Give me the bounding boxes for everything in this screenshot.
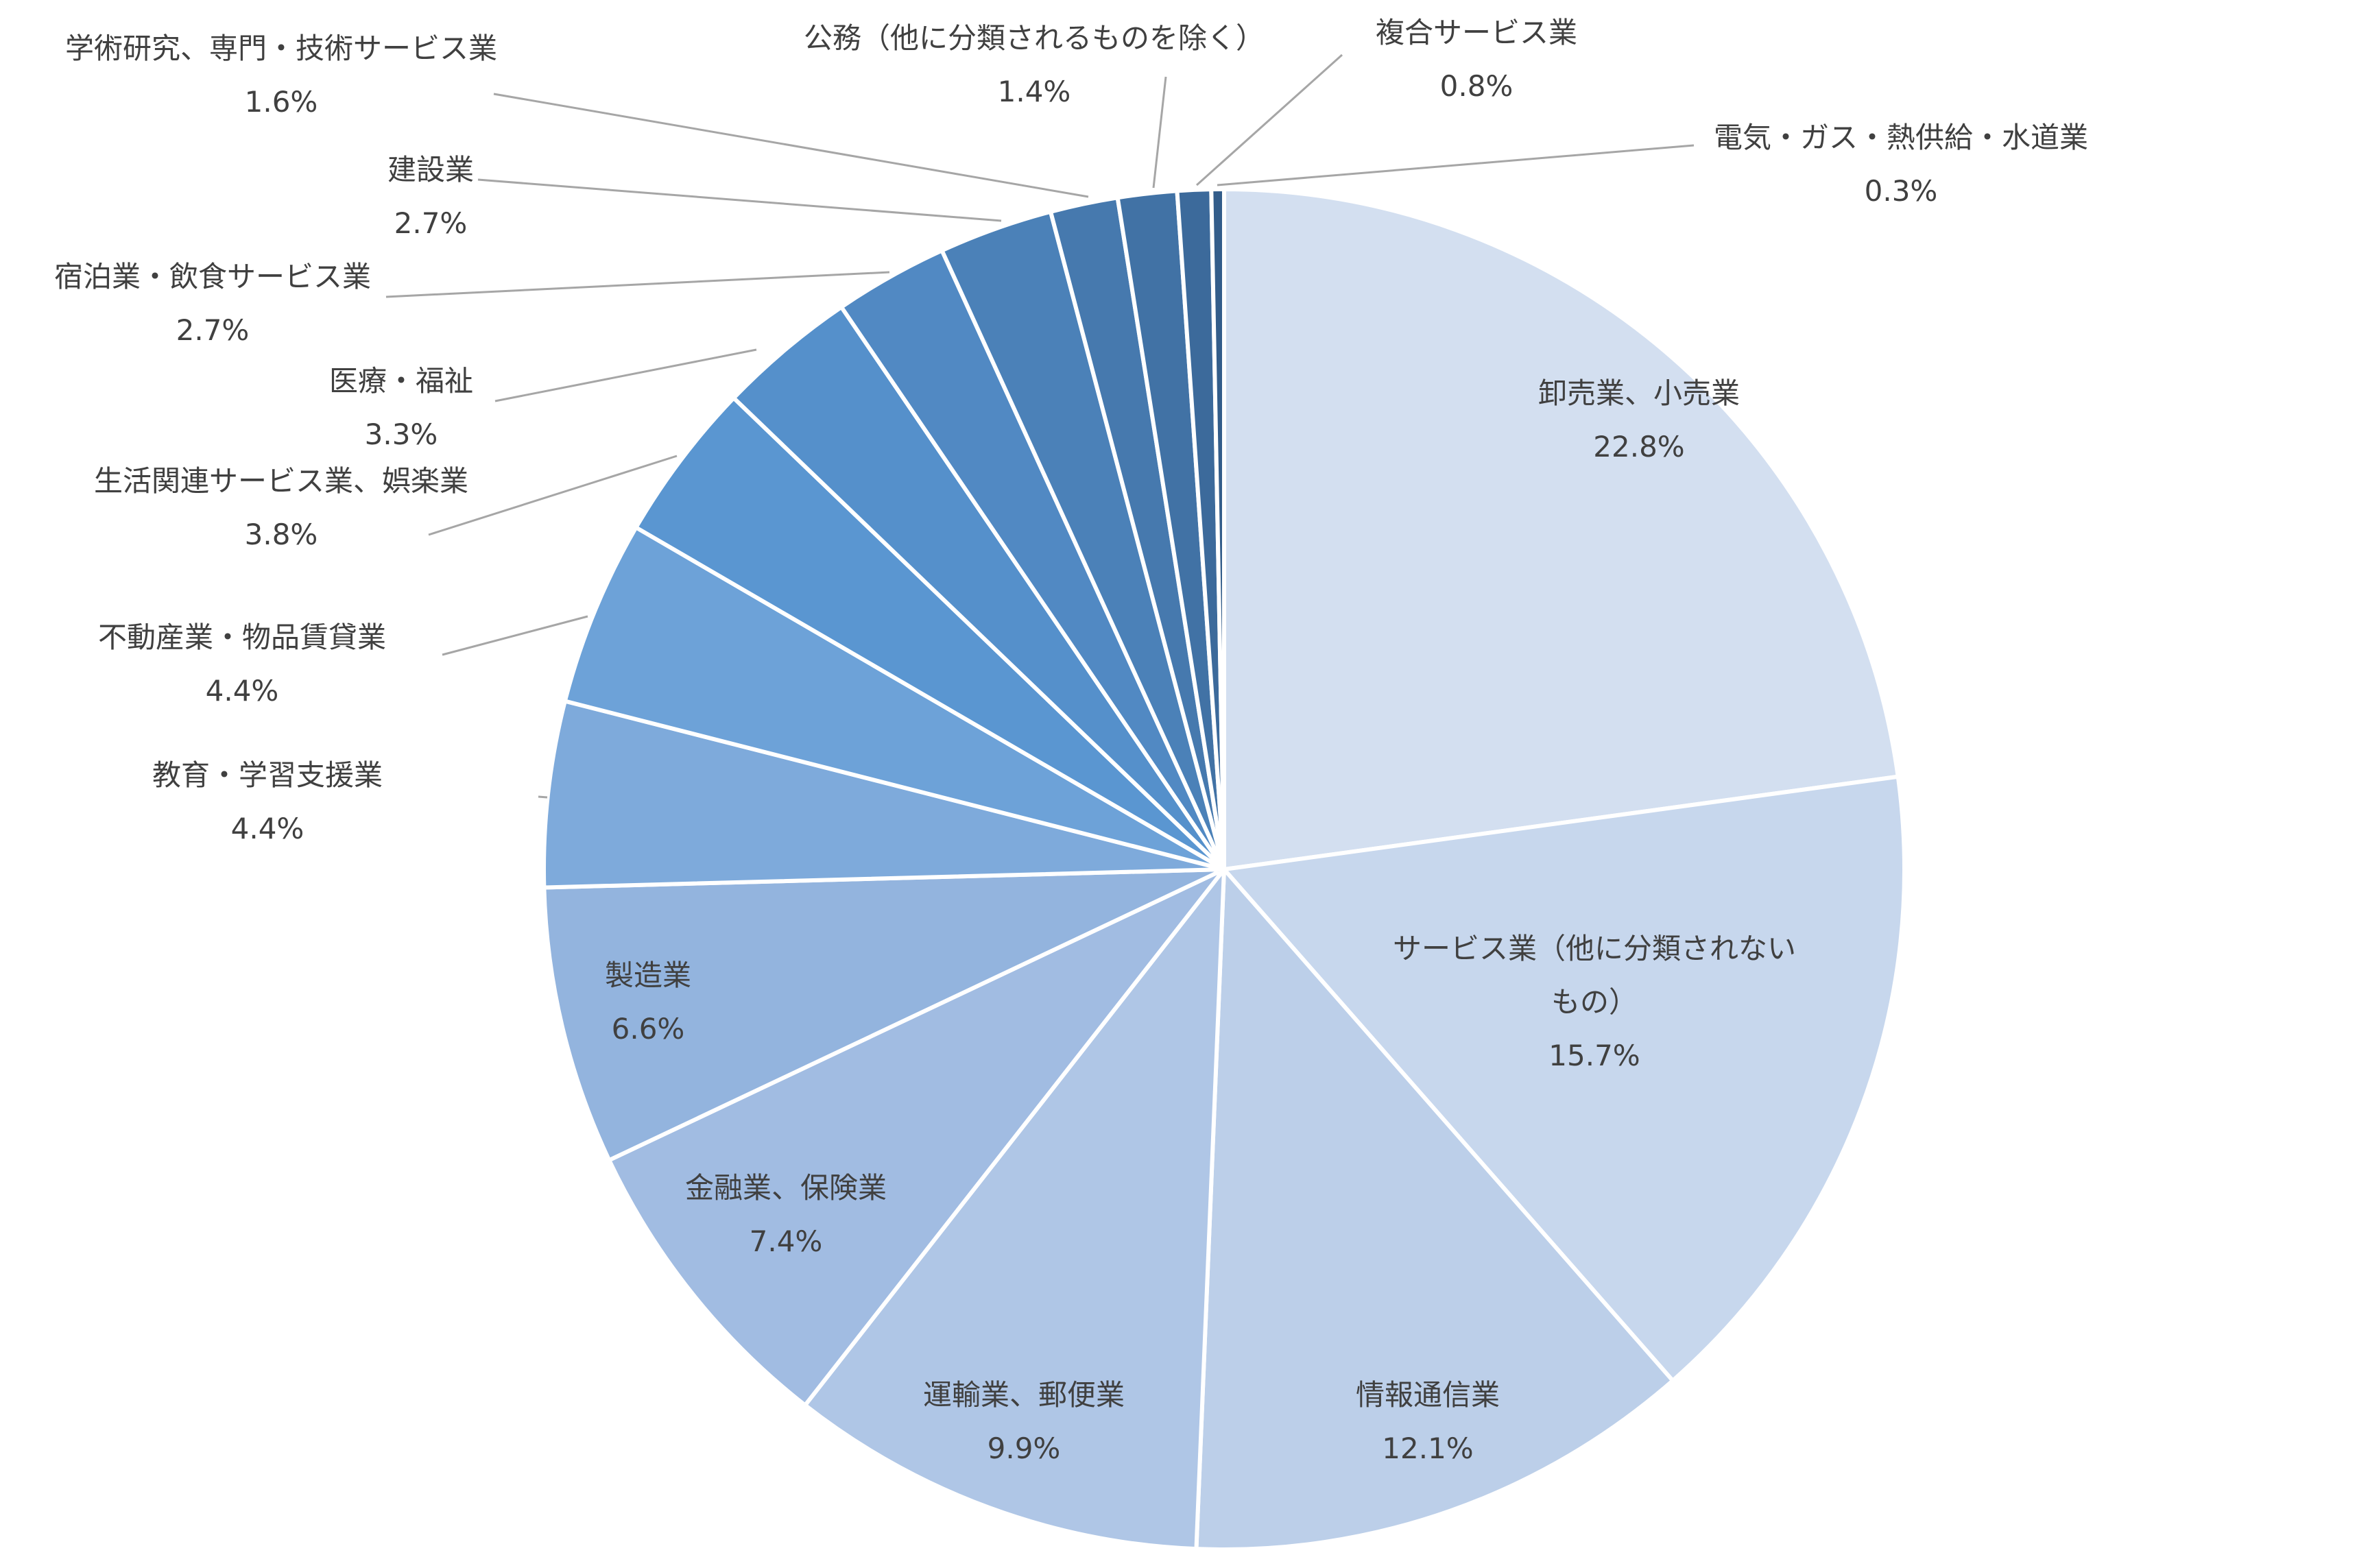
slice-10-value-label: 3.3% (365, 418, 438, 451)
slice-1-wedge[interactable] (1222, 187, 1900, 871)
slice-7-category-label: 教育・学習支援業 (152, 758, 383, 792)
slice-8-category-label: 不動産業・物品賃貸業 (98, 620, 386, 654)
slice-14-value-label: 1.4% (998, 75, 1071, 108)
slice-13-leader-line (493, 93, 1089, 198)
slice-15-leader-line (1195, 53, 1343, 186)
slice-2-value-label: 15.7% (1548, 1039, 1640, 1072)
slice-1-value-label: 22.8% (1593, 430, 1684, 463)
slice-11-value-label: 2.7% (176, 313, 250, 347)
slice-16-leader-line (1217, 144, 1695, 186)
slice-2-wedge[interactable] (1222, 774, 1906, 1383)
slice-10-category-label: 医療・福祉 (329, 364, 473, 398)
slice-14-leader-line (1152, 76, 1167, 189)
slice-16-category-label: 電気・ガス・熱供給・水道業 (1714, 121, 2088, 154)
slice-5-value-label: 7.4% (750, 1225, 823, 1258)
slice-9-category-label: 生活関連サービス業、娯楽業 (94, 464, 468, 498)
slice-3-wedge[interactable] (1194, 867, 1675, 1552)
slice-5-category-label: 金融業、保険業 (685, 1171, 887, 1205)
slice-13-category-label: 学術研究、専門・技術サービス業 (65, 32, 497, 65)
slice-7-wedge[interactable] (541, 699, 1226, 890)
slice-15-category-label: 複合サービス業 (1376, 16, 1577, 49)
slices-layer (541, 187, 1906, 1552)
slice-12-leader-line (477, 178, 1002, 222)
slice-3-value-label: 12.1% (1382, 1432, 1473, 1465)
slice-4-value-label: 9.9% (988, 1432, 1061, 1465)
slice-9-leader-line (428, 455, 678, 536)
slice-4-wedge[interactable] (803, 867, 1226, 1552)
slice-9-wedge[interactable] (634, 396, 1226, 871)
slice-2-category-label-line-1: サービス業（他に分類されない (1393, 932, 1796, 965)
slice-7-value-label: 4.4% (231, 812, 304, 845)
slice-8-wedge[interactable] (562, 525, 1226, 871)
slice-12-category-label: 建設業 (387, 153, 474, 186)
slice-8-value-label: 4.4% (206, 674, 279, 708)
slice-12-value-label: 2.7% (394, 206, 468, 240)
slice-4-category-label: 運輸業、郵便業 (923, 1378, 1125, 1412)
slice-10-leader-line (494, 348, 757, 402)
slice-14-category-label: 公務（他に分類されるものを除く） (804, 21, 1265, 55)
slice-9-value-label: 3.8% (245, 518, 318, 551)
slice-6-wedge[interactable] (542, 867, 1226, 1163)
leader-lines-layer (385, 53, 1695, 799)
slice-13-value-label: 1.6% (245, 85, 318, 119)
slice-2-category-label-line-2: もの） (1551, 985, 1638, 1019)
slice-1-category-label: 卸売業、小売業 (1538, 376, 1740, 410)
slice-11-category-label: 宿泊業・飲食サービス業 (54, 260, 371, 293)
slice-6-value-label: 6.6% (612, 1012, 685, 1046)
slice-5-wedge[interactable] (607, 867, 1226, 1408)
slice-6-category-label: 製造業 (605, 958, 691, 992)
slice-3-category-label: 情報通信業 (1356, 1378, 1500, 1412)
slice-15-value-label: 0.8% (1440, 69, 1513, 103)
slice-16-wedge[interactable] (1209, 187, 1226, 871)
slice-8-leader-line (442, 615, 588, 656)
slice-11-leader-line (385, 271, 890, 298)
slice-16-value-label: 0.3% (1865, 174, 1938, 208)
